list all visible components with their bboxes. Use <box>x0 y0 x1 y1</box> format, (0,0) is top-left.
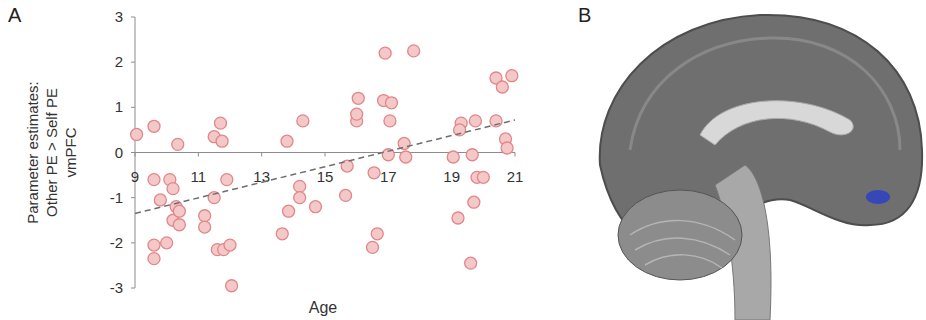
point <box>224 239 236 251</box>
point <box>310 201 322 213</box>
point <box>281 135 293 147</box>
y-tick <box>131 197 135 198</box>
y-tick <box>131 17 135 18</box>
y-tick <box>131 242 135 243</box>
corpus-callosum <box>700 101 853 145</box>
point <box>148 174 160 186</box>
point <box>216 135 228 147</box>
point <box>340 189 352 201</box>
y-tick <box>131 288 135 289</box>
point <box>148 239 160 251</box>
trend-line <box>135 120 515 213</box>
x-tick-label: 9 <box>131 168 139 185</box>
point <box>172 138 184 150</box>
y-tick-label: -3 <box>110 279 123 296</box>
point <box>226 280 238 292</box>
brain-illustration <box>600 15 922 320</box>
x-tick <box>198 153 199 157</box>
cerebellum <box>618 190 742 280</box>
point <box>148 253 160 265</box>
x-tick-label: 17 <box>380 168 397 185</box>
panel-label: B <box>578 4 591 26</box>
point <box>477 171 489 183</box>
point <box>173 205 185 217</box>
point <box>283 205 295 217</box>
point <box>297 115 309 127</box>
y-axis-label: vmPFC <box>62 127 79 177</box>
roi-vmpfc <box>866 190 890 204</box>
x-tick-label: 19 <box>443 168 460 185</box>
y-tick-label: 3 <box>115 8 123 25</box>
point <box>131 128 143 140</box>
x-tick <box>135 153 136 157</box>
y-axis <box>135 17 136 288</box>
point <box>161 237 173 249</box>
gyri <box>630 38 900 150</box>
point <box>199 221 211 233</box>
point <box>468 196 480 208</box>
point <box>221 174 233 186</box>
y-tick <box>131 62 135 63</box>
point <box>408 45 420 57</box>
point <box>351 108 363 120</box>
point <box>199 210 211 222</box>
plot-marks <box>131 45 518 292</box>
point <box>215 117 227 129</box>
y-tick <box>131 152 135 153</box>
y-tick-label: 2 <box>115 53 123 70</box>
y-tick-label: -1 <box>110 189 123 206</box>
point <box>506 70 518 82</box>
point <box>154 194 166 206</box>
x-tick <box>515 153 516 157</box>
figure: AB-3-2-101239111315171921AgeParameter es… <box>0 0 926 320</box>
point <box>368 167 380 179</box>
point <box>367 241 379 253</box>
y-tick-label: 0 <box>115 144 123 161</box>
point <box>501 142 513 154</box>
x-tick-label: 15 <box>317 168 334 185</box>
y-tick <box>131 107 135 108</box>
point <box>379 47 391 59</box>
point <box>447 151 459 163</box>
point <box>384 115 396 127</box>
point <box>167 183 179 195</box>
point <box>400 151 412 163</box>
y-tick-label: 1 <box>115 98 123 115</box>
point <box>148 120 160 132</box>
point <box>469 115 481 127</box>
panel-label: A <box>8 4 22 26</box>
point <box>352 92 364 104</box>
point <box>386 97 398 109</box>
point <box>294 180 306 192</box>
x-tick <box>261 153 262 157</box>
x-tick-label: 21 <box>507 168 524 185</box>
point <box>466 149 478 161</box>
y-tick-label: -2 <box>110 234 123 251</box>
point <box>276 228 288 240</box>
point <box>465 257 477 269</box>
y-axis-label: Parameter estimates: <box>24 81 41 224</box>
x-tick-label: 11 <box>191 168 207 185</box>
x-axis-label: Age <box>309 299 338 316</box>
cerebellum-folia <box>630 221 735 268</box>
point <box>294 192 306 204</box>
point <box>452 212 464 224</box>
x-tick <box>325 153 326 157</box>
point <box>371 228 383 240</box>
point <box>496 81 508 93</box>
y-axis-label: Other PE > Self PE <box>43 88 60 217</box>
point <box>173 219 185 231</box>
